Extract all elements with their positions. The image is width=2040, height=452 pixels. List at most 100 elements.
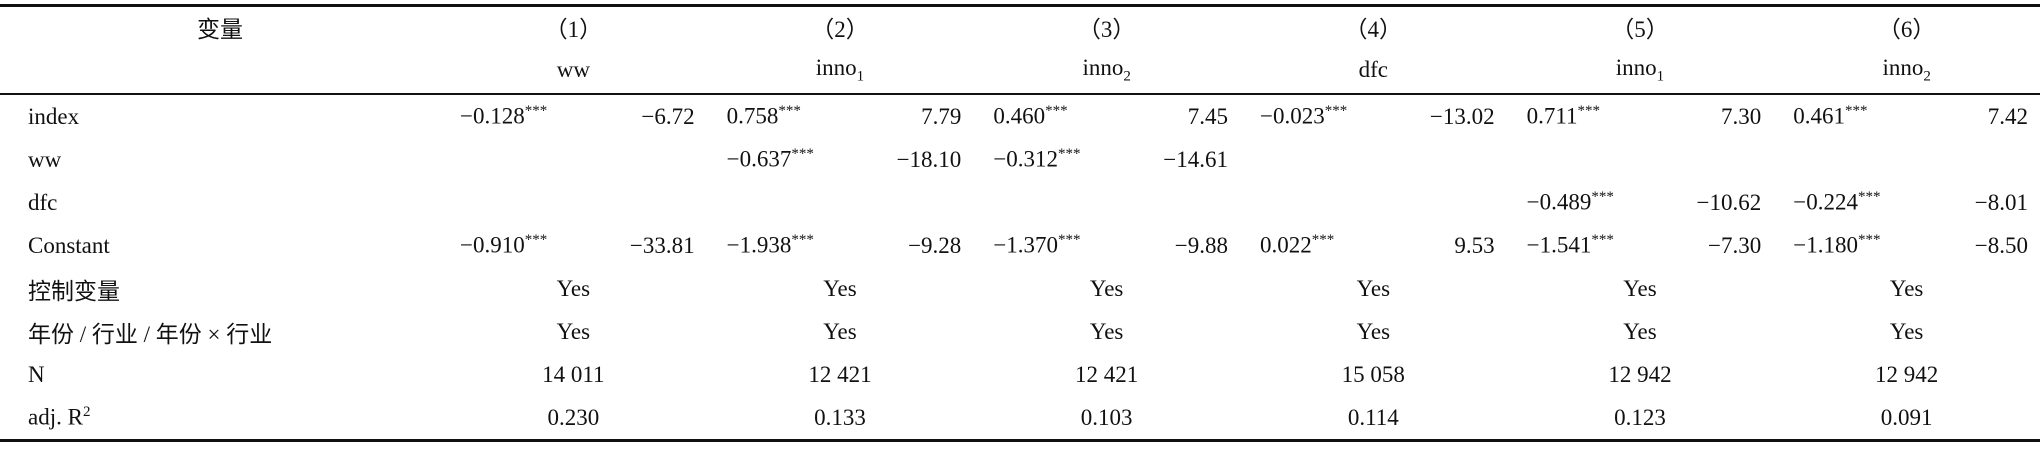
- stars: ***: [791, 146, 814, 163]
- stars: ***: [1845, 103, 1868, 120]
- row-label: 年份 / 行业 / 年份 × 行业: [28, 321, 273, 347]
- stars: ***: [1591, 189, 1614, 206]
- value-row: N 14 011 12 421 12 421 15 058 12 942 12 942: [0, 353, 2040, 396]
- coef-cell: −1.370*** −9.88: [973, 224, 1240, 267]
- coef: −1.938: [726, 232, 792, 258]
- coef: −0.023: [1259, 103, 1325, 129]
- cell-content: −0.128*** −6.72: [440, 103, 707, 130]
- page: 变量 （1） （2） （3） （4） （5） （6） ww inno1 inno2 dfc inno1…: [0, 4, 2040, 452]
- coef-cell: 0.460*** 7.45: [973, 94, 1240, 138]
- coef: −1.180: [1793, 232, 1859, 258]
- coef: 0.758: [726, 103, 779, 129]
- coef-cell: 0.461*** 7.42: [1773, 94, 2040, 138]
- coef-row: Constant −0.910*** −33.81 −1.938*** −9.28 −1.…: [0, 224, 2040, 267]
- depvar: inno2: [973, 47, 1240, 95]
- value-cell: Yes: [556, 318, 591, 344]
- coef-group: −1.938***: [727, 232, 814, 259]
- coef-cell: 0.758*** 7.79: [707, 94, 974, 138]
- coef-group: −1.180***: [1793, 232, 1880, 259]
- coef-cell: −0.312*** −14.61: [973, 138, 1240, 181]
- value-cell: 12 942: [1875, 361, 1939, 387]
- depvar: inno1: [1506, 47, 1774, 95]
- value-cell: Yes: [1089, 275, 1124, 301]
- coef-cell: [1240, 181, 1507, 224]
- t-value: −9.88: [1174, 232, 1228, 258]
- t-value: 9.53: [1454, 232, 1495, 258]
- coef-group: 0.711***: [1527, 103, 1600, 130]
- stars: ***: [1591, 232, 1614, 249]
- coef-cell: −0.023*** −13.02: [1240, 94, 1507, 138]
- t-value: −9.28: [908, 232, 962, 258]
- coef-group: −1.370***: [993, 232, 1080, 259]
- cell-content: −0.224*** −8.01: [1773, 189, 2040, 216]
- t-value: 7.42: [1987, 103, 2028, 129]
- stars: ***: [791, 232, 814, 249]
- column-number: （1）: [440, 4, 707, 47]
- depvar-name: ww: [556, 57, 590, 82]
- row-label-cell: 年份 / 行业 / 年份 × 行业: [0, 310, 440, 353]
- cell-content: −1.180*** −8.50: [1773, 232, 2040, 259]
- column-number: （5）: [1506, 4, 1774, 47]
- value-cell: Yes: [556, 275, 591, 301]
- t-value: −18.10: [896, 146, 962, 172]
- stars: ***: [524, 103, 548, 120]
- coef: −0.910: [460, 232, 525, 258]
- coef-group: 0.022***: [1260, 232, 1334, 259]
- value-cell: 15 058: [1341, 361, 1405, 387]
- coef-group: −0.637***: [727, 146, 814, 173]
- t-value: 7.45: [1187, 103, 1228, 129]
- value-cell: Yes: [1889, 318, 1924, 344]
- stars: ***: [1045, 103, 1068, 120]
- value-cell: 0.114: [1239, 396, 1507, 442]
- row-label: index: [28, 103, 80, 129]
- depvar-sub: 2: [1123, 68, 1131, 85]
- value-cell: Yes: [823, 275, 857, 301]
- value-cell: 0.230: [440, 396, 707, 442]
- cell-content: 0.711*** 7.30: [1507, 103, 1774, 130]
- table-body: 变量 （1） （2） （3） （4） （5） （6） ww inno1 inno2 dfc inno1…: [0, 4, 2040, 442]
- column-number: （2）: [706, 4, 974, 47]
- stars: ***: [1058, 146, 1081, 163]
- coef-cell: −1.938*** −9.28: [707, 224, 974, 267]
- value-row: adj. R2 0.230 0.133 0.103 0.114 0.123 0.091: [0, 396, 2040, 442]
- coef-cell: −1.541*** −7.30: [1507, 224, 1774, 267]
- cell-content: −0.023*** −13.02: [1240, 103, 1507, 130]
- stars: ***: [524, 232, 548, 249]
- coef-row: index −0.128*** −6.72 0.758*** 7.79 0.460*** 7…: [0, 94, 2040, 138]
- value-row: 年份 / 行业 / 年份 × 行业 Yes Yes Yes Yes Yes Yes: [0, 310, 2040, 353]
- depvar-sub: 1: [856, 68, 865, 85]
- value-cell: Yes: [823, 318, 857, 344]
- coef-group: −0.489***: [1527, 189, 1614, 216]
- depvar-sub: 1: [1656, 68, 1665, 85]
- row-label: 控制变量: [28, 278, 120, 304]
- depvar: dfc: [1239, 47, 1507, 95]
- cell-content: −1.938*** −9.28: [707, 232, 974, 259]
- t-value: −8.01: [1974, 189, 2028, 215]
- header-label: 变量: [0, 4, 440, 47]
- coef: −0.637: [726, 146, 792, 172]
- row-label: adj. R: [28, 404, 83, 430]
- coef: 0.022: [1259, 232, 1312, 258]
- column-number: （4）: [1239, 4, 1507, 47]
- depvar-name: dfc: [1358, 57, 1388, 82]
- value-cell: 0.123: [1506, 396, 1774, 442]
- t-value: 7.30: [1721, 103, 1762, 129]
- value-cell: 14 011: [542, 361, 605, 387]
- coef: 0.460: [993, 103, 1046, 129]
- stars: ***: [1858, 189, 1881, 206]
- row-label: Constant: [28, 232, 110, 258]
- coef-group: −0.224***: [1793, 189, 1880, 216]
- depvar: inno2: [1773, 47, 2040, 95]
- coef-cell: −0.489*** −10.62: [1507, 181, 1774, 224]
- coef: −0.128: [460, 103, 525, 129]
- coef: −0.489: [1526, 189, 1592, 215]
- row-label: ww: [28, 146, 62, 172]
- coef: −0.224: [1793, 189, 1859, 215]
- value-cell: Yes: [1356, 318, 1391, 344]
- coef-cell: −1.180*** −8.50: [1773, 224, 2040, 267]
- coef-cell: 0.711*** 7.30: [1507, 94, 1774, 138]
- coef: −1.541: [1526, 232, 1592, 258]
- coef-group: 0.461***: [1793, 103, 1867, 130]
- coef-group: −0.312***: [993, 146, 1080, 173]
- coef-cell: −0.128*** −6.72: [440, 94, 707, 138]
